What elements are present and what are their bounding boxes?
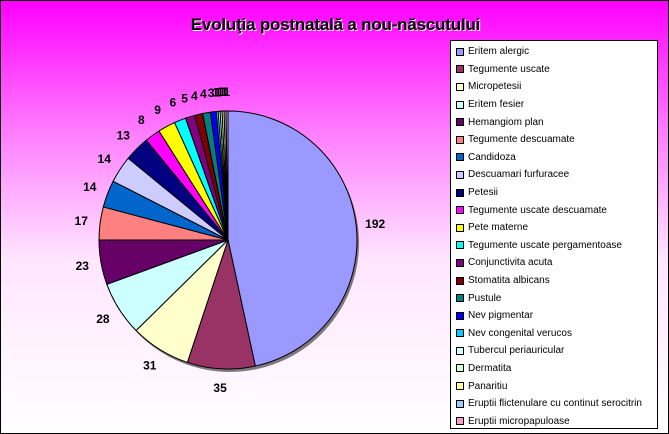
legend-swatch: [456, 170, 464, 179]
legend-swatch: [456, 276, 464, 285]
legend-swatch: [456, 153, 464, 162]
legend-item: Pustule: [451, 289, 657, 307]
slice-value-label: 192: [365, 217, 385, 231]
slice-value-label: 9: [154, 103, 161, 117]
legend-swatch: [456, 311, 464, 320]
legend-swatch: [456, 188, 464, 197]
legend-swatch: [456, 399, 464, 408]
legend-label: Tegumente descuamate: [468, 134, 575, 146]
slice-value-label: 1: [215, 85, 222, 99]
legend-swatch: [456, 47, 464, 56]
legend-swatch: [456, 294, 464, 303]
legend-item: Pete materne: [451, 219, 657, 237]
slice-value-label: 1: [221, 85, 228, 99]
legend-item: Dermatita: [451, 360, 657, 378]
legend-swatch: [456, 364, 464, 373]
legend-label: Conjunctivita acuta: [468, 257, 553, 269]
legend-label: Pete materne: [468, 222, 529, 234]
legend-label: Dermatita: [468, 362, 512, 374]
legend-label: Panaritiu: [468, 380, 508, 392]
legend-swatch: [456, 206, 464, 215]
legend-item: Micropetesii: [451, 78, 657, 96]
legend-swatch: [456, 82, 464, 91]
slice-value-label: 1: [219, 85, 226, 99]
slice-value-label: 28: [96, 312, 110, 326]
legend-label: Tegumente uscate pergamentoase: [468, 239, 622, 251]
legend-label: Micropetesii: [468, 81, 522, 93]
legend-swatch: [456, 118, 464, 127]
slice-value-label: 35: [213, 381, 227, 395]
legend-swatch: [456, 329, 464, 338]
legend-label: Stomatita albicans: [468, 275, 550, 287]
legend-swatch: [456, 135, 464, 144]
legend-item: Conjunctivita acuta: [451, 254, 657, 272]
legend-label: Eritem fesier: [468, 99, 525, 111]
slice-value-label: 14: [98, 152, 112, 166]
legend-item: Nev pigmentar: [451, 307, 657, 325]
legend-item: Petesii: [451, 184, 657, 202]
legend-swatch: [456, 382, 464, 391]
legend-item: Eritem alergic: [451, 43, 657, 61]
legend-label: Eruptii micropapuloase: [468, 415, 570, 427]
slice-value-label: 1: [217, 85, 224, 99]
slice-value-label: 6: [170, 96, 177, 110]
legend-label: Eritem alergic: [468, 46, 530, 58]
legend-item: Eruptii micropapuloase: [451, 412, 657, 430]
slice-value-label: 23: [76, 259, 90, 273]
slice-value-label: 3: [208, 86, 215, 100]
legend-swatch: [456, 241, 464, 250]
legend-label: Descuamari furfuracee: [468, 169, 570, 181]
legend-label: Tegumente uscate: [468, 63, 550, 75]
slice-value-label: 17: [75, 214, 89, 228]
legend-item: Tegumente uscate: [451, 61, 657, 79]
legend-label: Tubercul periauricular: [468, 345, 565, 357]
legend-label: Candidoza: [468, 151, 516, 163]
slice-value-label: 13: [117, 128, 131, 142]
legend-item: Stomatita albicans: [451, 272, 657, 290]
legend-item: Descuamari furfuracee: [451, 166, 657, 184]
legend: Eritem alergic Tegumente uscate Micropetes…: [450, 40, 658, 429]
legend-label: Petesii: [468, 187, 499, 199]
legend-swatch: [456, 65, 464, 74]
legend-swatch: [456, 100, 464, 109]
pie-slice: [225, 110, 229, 241]
legend-item: Tegumente descuamate: [451, 131, 657, 149]
slice-value-label: 4: [200, 87, 207, 101]
slice-value-label: 1: [212, 86, 219, 100]
legend-item: Eritem fesier: [451, 96, 657, 114]
legend-swatch: [456, 223, 464, 232]
legend-item: Eruptii flictenulare cu continut serocit…: [451, 395, 657, 413]
slice-value-label: 1: [224, 85, 231, 99]
legend-item: Candidoza: [451, 149, 657, 167]
legend-swatch: [456, 258, 464, 267]
legend-item: Panaritiu: [451, 377, 657, 395]
slice-value-label: 31: [143, 359, 157, 373]
slice-value-label: 4: [191, 89, 198, 103]
legend-item: Hemangiom plan: [451, 113, 657, 131]
legend-item: Tubercul periauricular: [451, 342, 657, 360]
legend-item: Tegumente uscate descuamate: [451, 201, 657, 219]
legend-label: Pustule: [468, 292, 502, 304]
slice-value-label: 8: [138, 113, 145, 127]
legend-swatch: [456, 346, 464, 355]
legend-label: Nev pigmentar: [468, 310, 534, 322]
legend-item: Nev congenital verucos: [451, 325, 657, 343]
legend-item: Tegumente uscate pergamentoase: [451, 237, 657, 255]
legend-label: Tegumente uscate descuamate: [468, 204, 607, 216]
legend-swatch: [456, 417, 464, 426]
legend-label: Eruptii flictenulare cu continut serocit…: [468, 398, 642, 410]
slice-value-label: 5: [181, 92, 188, 106]
legend-label: Nev congenital verucos: [468, 327, 572, 339]
chart-title: Evoluţia postnatală a nou-născutului: [190, 15, 481, 34]
legend-label: Hemangiom plan: [468, 116, 544, 128]
pie-slice: [227, 110, 358, 367]
slice-value-label: 14: [83, 180, 97, 194]
